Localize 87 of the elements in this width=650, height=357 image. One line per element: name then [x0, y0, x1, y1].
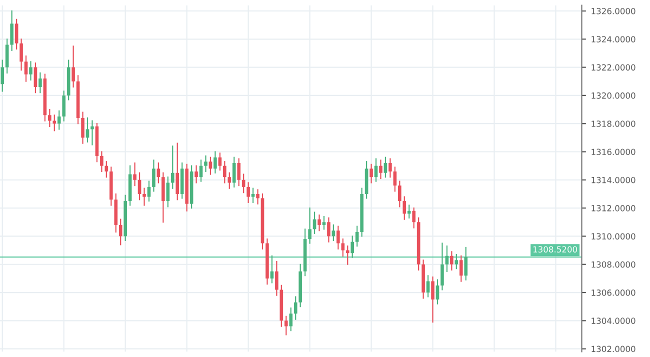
candlestick: [440, 242, 444, 290]
candlestick: [72, 46, 75, 88]
candlestick: [379, 160, 382, 180]
candlestick: [355, 226, 359, 247]
candlestick: [402, 196, 406, 220]
candlestick: [166, 176, 170, 208]
candlestick: [246, 182, 250, 203]
y-tick-label: 1326.0000: [592, 8, 636, 14]
y-tick-label: 1304.0000: [592, 318, 636, 324]
ref-line-label: 1308.5200: [533, 246, 578, 253]
y-tick-label: 1322.0000: [592, 64, 636, 71]
candlestick: [431, 276, 434, 323]
candlestick: [48, 108, 52, 127]
candlestick: [308, 208, 312, 244]
candlestick: [0, 60, 4, 92]
candlestick: [20, 38, 23, 71]
y-tick-label: 1312.0000: [592, 205, 636, 212]
candlestick: [176, 142, 180, 200]
candlestick: [156, 162, 160, 184]
candlestick: [90, 120, 94, 146]
candlestick: [384, 156, 388, 178]
candlestick: [398, 180, 402, 208]
candlestick: [284, 316, 288, 336]
candlestick: [270, 255, 274, 284]
candlestick: [38, 72, 42, 94]
candlestick: [86, 117, 90, 142]
candlestick: [162, 172, 165, 223]
candlestick: [464, 246, 468, 280]
candlestick: [170, 146, 174, 189]
candlestick: [5, 38, 9, 74]
candlestick: [454, 254, 458, 270]
candlestick: [341, 238, 345, 256]
y-tick-label: 1318.0000: [592, 120, 636, 127]
candlestick: [214, 151, 217, 174]
candlestick: [289, 307, 293, 332]
candlestick: [29, 61, 32, 81]
candlestick: [57, 110, 61, 130]
candlestick: [242, 174, 246, 194]
candlestick: [81, 112, 84, 144]
candlestick: [256, 189, 260, 204]
candlestick: [412, 208, 416, 228]
candlestick: [52, 114, 56, 132]
candlestick: [336, 226, 340, 250]
candlestick: [228, 172, 232, 189]
candlestick: [275, 261, 278, 296]
candlestick: [450, 251, 454, 271]
candlestick: [223, 161, 226, 184]
candlestick: [436, 279, 440, 304]
candlestick: [142, 188, 146, 206]
candlestick: [24, 55, 28, 82]
candlestick: [237, 158, 241, 186]
candlestick: [204, 155, 208, 172]
candlestick: [407, 204, 411, 218]
candlestick: [208, 156, 212, 175]
y-tick-label: 1320.0000: [592, 92, 636, 99]
y-tick-label: 1310.0000: [592, 233, 636, 240]
candlestick: [318, 214, 321, 232]
y-tick-label: 1314.0000: [592, 176, 636, 184]
candlestick: [14, 18, 18, 50]
candlestick: [322, 216, 326, 230]
candlestick: [118, 218, 122, 246]
candlestick: [62, 90, 66, 122]
candlestick: [100, 151, 104, 172]
candlestick: [459, 255, 463, 282]
candlestick: [327, 217, 330, 242]
candlestick: [194, 165, 198, 184]
y-tick-label: 1306.0000: [592, 290, 636, 296]
candlestick: [370, 164, 373, 184]
y-tick-label: 1308.0000: [592, 261, 636, 268]
candlestick: [388, 158, 392, 178]
candlestick: [232, 156, 236, 188]
y-tick-label: 1302.0000: [592, 346, 636, 352]
candlestick: [294, 296, 298, 320]
candlestick: [133, 162, 136, 186]
candlestick: [393, 166, 397, 192]
candlestick: [147, 180, 151, 202]
candlestick: [10, 10, 14, 51]
y-tick-label: 1324.0000: [592, 36, 636, 42]
candlestick: [218, 152, 222, 171]
candlestick: [350, 236, 354, 258]
candlestick: [346, 246, 350, 265]
candlestick: [445, 246, 449, 272]
candlestick: [251, 188, 255, 203]
candlestick: [152, 160, 156, 192]
candlestick: [138, 172, 142, 200]
candlestick: [34, 62, 38, 94]
y-tick-label: 1316.0000: [592, 148, 636, 156]
